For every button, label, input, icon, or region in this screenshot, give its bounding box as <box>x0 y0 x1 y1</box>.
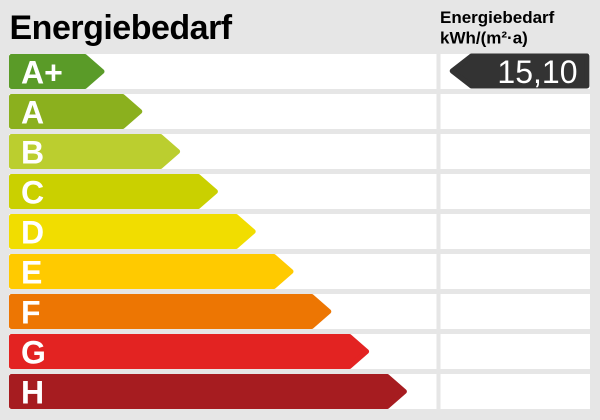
svg-text:A+: A+ <box>21 55 63 91</box>
svg-text:Energiebedarf: Energiebedarf <box>440 8 555 27</box>
svg-text:A: A <box>21 95 44 131</box>
svg-text:H: H <box>21 375 44 411</box>
svg-text:D: D <box>21 215 44 251</box>
svg-text:kWh/(m²·a): kWh/(m²·a) <box>440 28 528 47</box>
svg-text:15,10: 15,10 <box>497 54 577 90</box>
svg-text:B: B <box>21 135 44 171</box>
svg-text:F: F <box>21 295 41 331</box>
svg-text:C: C <box>21 175 44 211</box>
svg-text:Energiebedarf: Energiebedarf <box>10 9 233 47</box>
svg-text:E: E <box>21 255 42 291</box>
svg-text:G: G <box>21 335 46 371</box>
